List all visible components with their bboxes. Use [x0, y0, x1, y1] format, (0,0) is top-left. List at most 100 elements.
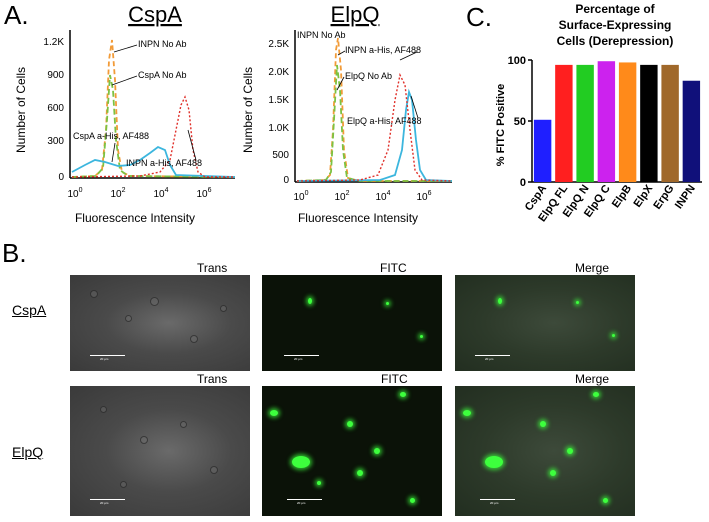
elpq-ytick: 500: [272, 150, 289, 161]
elpq-annotation-pointer: [399, 51, 418, 61]
cell: [125, 315, 132, 322]
elpq-protein-ahis-curve: [296, 88, 453, 182]
elpq-annotation-pointer: [337, 50, 346, 56]
chart-bar: [618, 62, 637, 182]
cspa-merge-image: 20 µm: [455, 275, 635, 371]
cspa-ytick: 0: [58, 172, 64, 183]
fluorescent-cell: [567, 448, 573, 454]
fluorescent-cell: [308, 298, 312, 304]
cspa-xticks: 100 102 104 106: [67, 187, 211, 200]
fluorescent-cell: [612, 334, 615, 337]
panel-a-histograms: CspA Number of Cells 1.2K 900 600 300 0 …: [14, 2, 453, 225]
elpq-xticks: 100 102 104 106: [293, 190, 431, 203]
elpq-fitc-image: 20 µm: [262, 386, 442, 516]
chart-x-tick-label: ErpG: [651, 183, 676, 212]
chart-ylabel: % FITC Positive: [495, 84, 507, 167]
elpq-xtick: 106: [416, 190, 431, 203]
cell: [180, 421, 187, 428]
elpq-annotation-pointer: [336, 76, 345, 91]
cspa-annotation-pointer: [111, 142, 116, 163]
fluorescent-cell: [386, 302, 389, 305]
col-label-trans: Trans: [197, 261, 228, 275]
cspa-xtick: 102: [110, 187, 125, 200]
col-label-merge: Merge: [575, 372, 610, 386]
elpq-annotation-pointer: [410, 95, 419, 119]
cspa-annotation-inpn-noab: INPN No Ab: [138, 39, 187, 49]
elpq-inpn-ahis-curve: [296, 72, 453, 182]
elpq-plot-title: ElpQ: [331, 2, 380, 27]
cell: [100, 406, 107, 413]
fluorescent-cell: [550, 470, 556, 476]
fluorescent-cell: [593, 392, 599, 397]
chart-bar: [661, 64, 679, 182]
elpq-ytick: 0: [283, 175, 289, 186]
cspa-plot-title: CspA: [128, 2, 182, 27]
cspa-ylabel: Number of Cells: [14, 67, 28, 153]
cspa-ytick: 1.2K: [43, 37, 64, 48]
cspa-inpn-ahis-curve: [71, 95, 235, 178]
cell: [210, 466, 218, 474]
col-label-fitc: FITC: [380, 261, 407, 275]
fluorescent-cell: [463, 410, 471, 416]
scale-bar: [480, 499, 515, 500]
cspa-inpn-noab-curve: [71, 39, 236, 178]
cell: [150, 297, 159, 306]
fluorescent-cell: [540, 421, 546, 427]
fluorescent-cell: [420, 335, 423, 338]
cell: [90, 290, 98, 298]
cspa-annotation-protein-noab: CspA No Ab: [138, 70, 187, 80]
elpq-annotation-protein-noab: ElpQ No Ab: [345, 71, 392, 81]
elpq-annotation-inpn-noab: INPN No Ab: [297, 30, 346, 40]
cspa-protein-noab-curve: [71, 74, 236, 178]
row-label-cspa: CspA: [12, 302, 47, 318]
chart-title-line: Percentage of: [575, 2, 655, 16]
cell: [220, 305, 227, 312]
chart-x-tick-label: INPN: [673, 183, 698, 211]
cspa-annotation-pointer: [113, 44, 138, 53]
chart-title-line: Surface-Expressing: [559, 18, 672, 32]
fluorescent-cell: [576, 301, 579, 304]
col-label-trans: Trans: [197, 372, 228, 386]
elpq-merge-image: 20 µm: [455, 386, 635, 516]
chart-bar: [682, 80, 701, 182]
fluorescent-cell: [317, 481, 321, 485]
fluorescent-cell: [270, 410, 278, 416]
chart-bars: [533, 61, 701, 182]
fluorescent-cell: [498, 298, 502, 304]
scale-label: 20 µm: [294, 357, 303, 361]
fluorescent-cell: [485, 456, 503, 468]
fluorescent-cell: [410, 498, 415, 503]
chart-bar: [555, 64, 573, 182]
elpq-annotations: INPN No Ab INPN a-His, AF488 ElpQ No Ab …: [297, 30, 422, 126]
elpq-ytick: 1.5K: [268, 95, 289, 106]
elpq-inpn-noab-curve: [296, 37, 452, 182]
scale-label: 20 µm: [297, 501, 306, 505]
chart-bar: [597, 61, 616, 182]
col-label-merge: Merge: [575, 261, 610, 275]
elpq-xtick: 104: [375, 190, 390, 203]
chart-bar: [576, 64, 594, 182]
chart-bar: [640, 64, 658, 182]
elpq-annotation-protein-ahis: ElpQ a-His, AF488: [347, 116, 422, 126]
chart-y-axis: 0 50 100: [508, 55, 702, 189]
cspa-annotation-inpn-ahis: INPN a-His, AF488: [126, 158, 202, 168]
cspa-xtick: 106: [196, 187, 211, 200]
fluorescent-cell: [292, 456, 310, 468]
chart-bar: [533, 119, 552, 182]
fluorescent-cell: [374, 448, 380, 454]
cell: [190, 335, 198, 343]
chart-title-line: Cells (Derepression): [557, 34, 674, 48]
scale-bar: [90, 499, 125, 500]
cell: [140, 436, 148, 444]
elpq-xlabel: Fluorescence Intensity: [298, 211, 418, 225]
scale-label: 20 µm: [100, 357, 109, 361]
scale-label: 20 µm: [485, 357, 494, 361]
elpq-ytick: 2.0K: [268, 67, 289, 78]
panel-letter-a: A.: [4, 0, 29, 30]
scale-bar: [287, 499, 322, 500]
cspa-xtick: 104: [153, 187, 168, 200]
cspa-annotation-pointer: [111, 75, 138, 86]
cspa-protein-ahis-curve: [71, 145, 236, 178]
scale-label: 20 µm: [100, 501, 109, 505]
